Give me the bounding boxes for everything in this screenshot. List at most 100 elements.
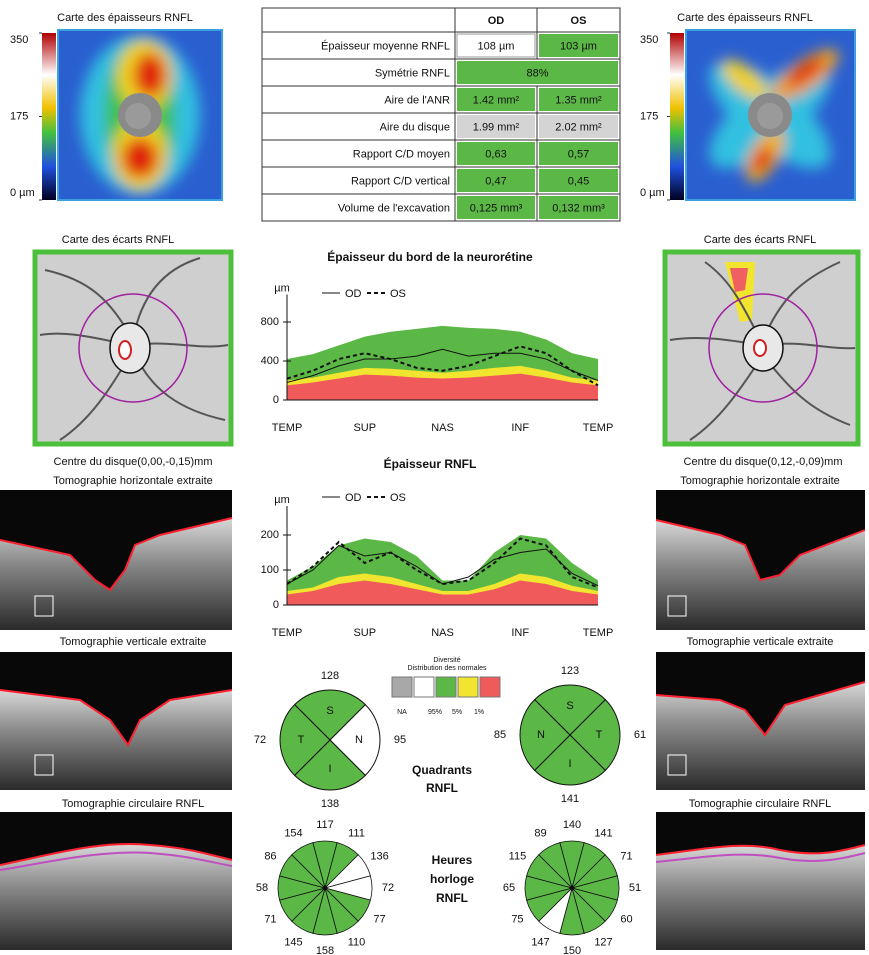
clock-title: RNFL xyxy=(436,891,468,905)
clock-value: 60 xyxy=(620,913,632,925)
legend-box xyxy=(457,676,479,698)
cell-value: 0,125 mm³ xyxy=(470,202,523,214)
clock-value: 77 xyxy=(373,913,385,925)
x-tick-label: TEMP xyxy=(272,627,303,639)
quadrant-value: 95 xyxy=(394,734,406,746)
clock-value: 154 xyxy=(284,827,302,839)
quadrant-value: 141 xyxy=(561,793,579,805)
y-tick-label: 100 xyxy=(261,564,279,576)
clock-value: 140 xyxy=(563,819,581,831)
cell-fill xyxy=(539,34,618,57)
scan-title: Tomographie verticale extraite xyxy=(60,636,207,648)
scale-label: 350 xyxy=(10,34,28,46)
clock-value: 136 xyxy=(370,850,388,862)
legend-title: Diversité xyxy=(433,657,460,664)
deviation-map xyxy=(662,249,861,447)
quadrant xyxy=(533,684,607,736)
quadrant-value: 85 xyxy=(494,729,506,741)
scan-title: Tomographie horizontale extraite xyxy=(680,475,840,487)
oct-scan xyxy=(655,652,866,790)
legend-subtitle: Distribution des normales xyxy=(408,665,487,672)
quadrants-title: RNFL xyxy=(426,781,458,795)
cell-value: 1.35 mm² xyxy=(555,94,602,106)
color-bar xyxy=(670,33,684,200)
quadrant xyxy=(329,703,381,777)
scale-label: 0 µm xyxy=(640,187,665,199)
cell-fill xyxy=(539,169,618,192)
cell-value: 108 µm xyxy=(478,40,515,52)
scale-label: 175 xyxy=(640,110,658,122)
x-tick-label: NAS xyxy=(431,627,454,639)
y-tick-label: 800 xyxy=(261,316,279,328)
quadrant-letter: T xyxy=(298,734,305,746)
cell-value: 0,47 xyxy=(485,175,506,187)
quadrant xyxy=(569,698,621,772)
legend-label: OD xyxy=(345,492,362,504)
legend-label: OD xyxy=(345,288,362,300)
scale-label: 350 xyxy=(640,34,658,46)
clock-value: 86 xyxy=(264,850,276,862)
deviation-map xyxy=(32,249,234,447)
legend-label: 95% xyxy=(428,709,442,716)
cell-fill xyxy=(457,61,618,84)
clock-value: 115 xyxy=(509,850,527,862)
map-frame xyxy=(685,29,856,201)
quadrant-value: 72 xyxy=(254,734,266,746)
cell-fill xyxy=(457,115,535,138)
map-title: Carte des épaisseurs RNFL xyxy=(677,12,813,24)
legend-label: 1% xyxy=(474,709,484,716)
quadrant-value: 123 xyxy=(561,665,579,677)
series-line xyxy=(286,345,599,387)
legend-box xyxy=(435,676,457,698)
cell-fill xyxy=(457,169,535,192)
table-cell xyxy=(261,193,456,222)
disc-center: Centre du disque(0,00,-0,15)mm xyxy=(54,456,213,468)
y-tick-label: 200 xyxy=(261,529,279,541)
row-label: Volume de l'excavation xyxy=(338,202,450,214)
cell-fill xyxy=(539,142,618,165)
cell-fill xyxy=(457,196,535,219)
table-header: OD xyxy=(488,15,505,27)
deviation-title: Carte des écarts RNFL xyxy=(62,234,174,246)
legend-label: NA xyxy=(397,709,407,716)
quadrant-value: 61 xyxy=(634,729,646,741)
cell-fill xyxy=(539,88,618,111)
clock-value: 89 xyxy=(534,827,546,839)
clock-title: horloge xyxy=(430,872,474,886)
table-cell xyxy=(261,58,456,87)
y-tick-label: 400 xyxy=(261,355,279,367)
map-title: Carte des épaisseurs RNFL xyxy=(57,12,193,24)
thickness-map xyxy=(58,30,222,200)
x-tick-label: SUP xyxy=(353,627,376,639)
clock-value: 145 xyxy=(284,936,302,948)
y-tick-label: 0 xyxy=(273,394,279,406)
cell-value: 1.99 mm² xyxy=(473,121,520,133)
quadrant-letter: S xyxy=(326,705,333,717)
row-label: Symétrie RNFL xyxy=(375,67,450,79)
cell-fill xyxy=(456,33,536,58)
x-tick-label: SUP xyxy=(353,422,376,434)
legend-box xyxy=(413,676,435,698)
scan-title: Tomographie horizontale extraite xyxy=(53,475,213,487)
clock-value: 51 xyxy=(629,882,641,894)
clock-value: 150 xyxy=(563,945,581,955)
oct-scan xyxy=(0,812,233,950)
x-tick-label: TEMP xyxy=(272,422,303,434)
legend-box xyxy=(391,676,413,698)
clock-value: 75 xyxy=(511,913,523,925)
quadrant-value: 138 xyxy=(321,798,339,810)
legend-label: 5% xyxy=(452,709,462,716)
legend-box xyxy=(479,676,501,698)
scan-title: Tomographie circulaire RNFL xyxy=(689,798,831,810)
cell-value: 0,57 xyxy=(568,148,589,160)
y-axis-label: µm xyxy=(274,494,290,506)
cell-fill xyxy=(457,142,535,165)
y-tick-label: 0 xyxy=(273,599,279,611)
table-cell xyxy=(261,85,456,114)
clock-sector xyxy=(538,842,573,890)
map-frame xyxy=(57,29,223,201)
quadrant-letter: N xyxy=(355,734,363,746)
clock-center xyxy=(569,885,575,891)
row-label: Épaisseur moyenne RNFL xyxy=(321,39,450,52)
table-cell xyxy=(261,31,456,60)
